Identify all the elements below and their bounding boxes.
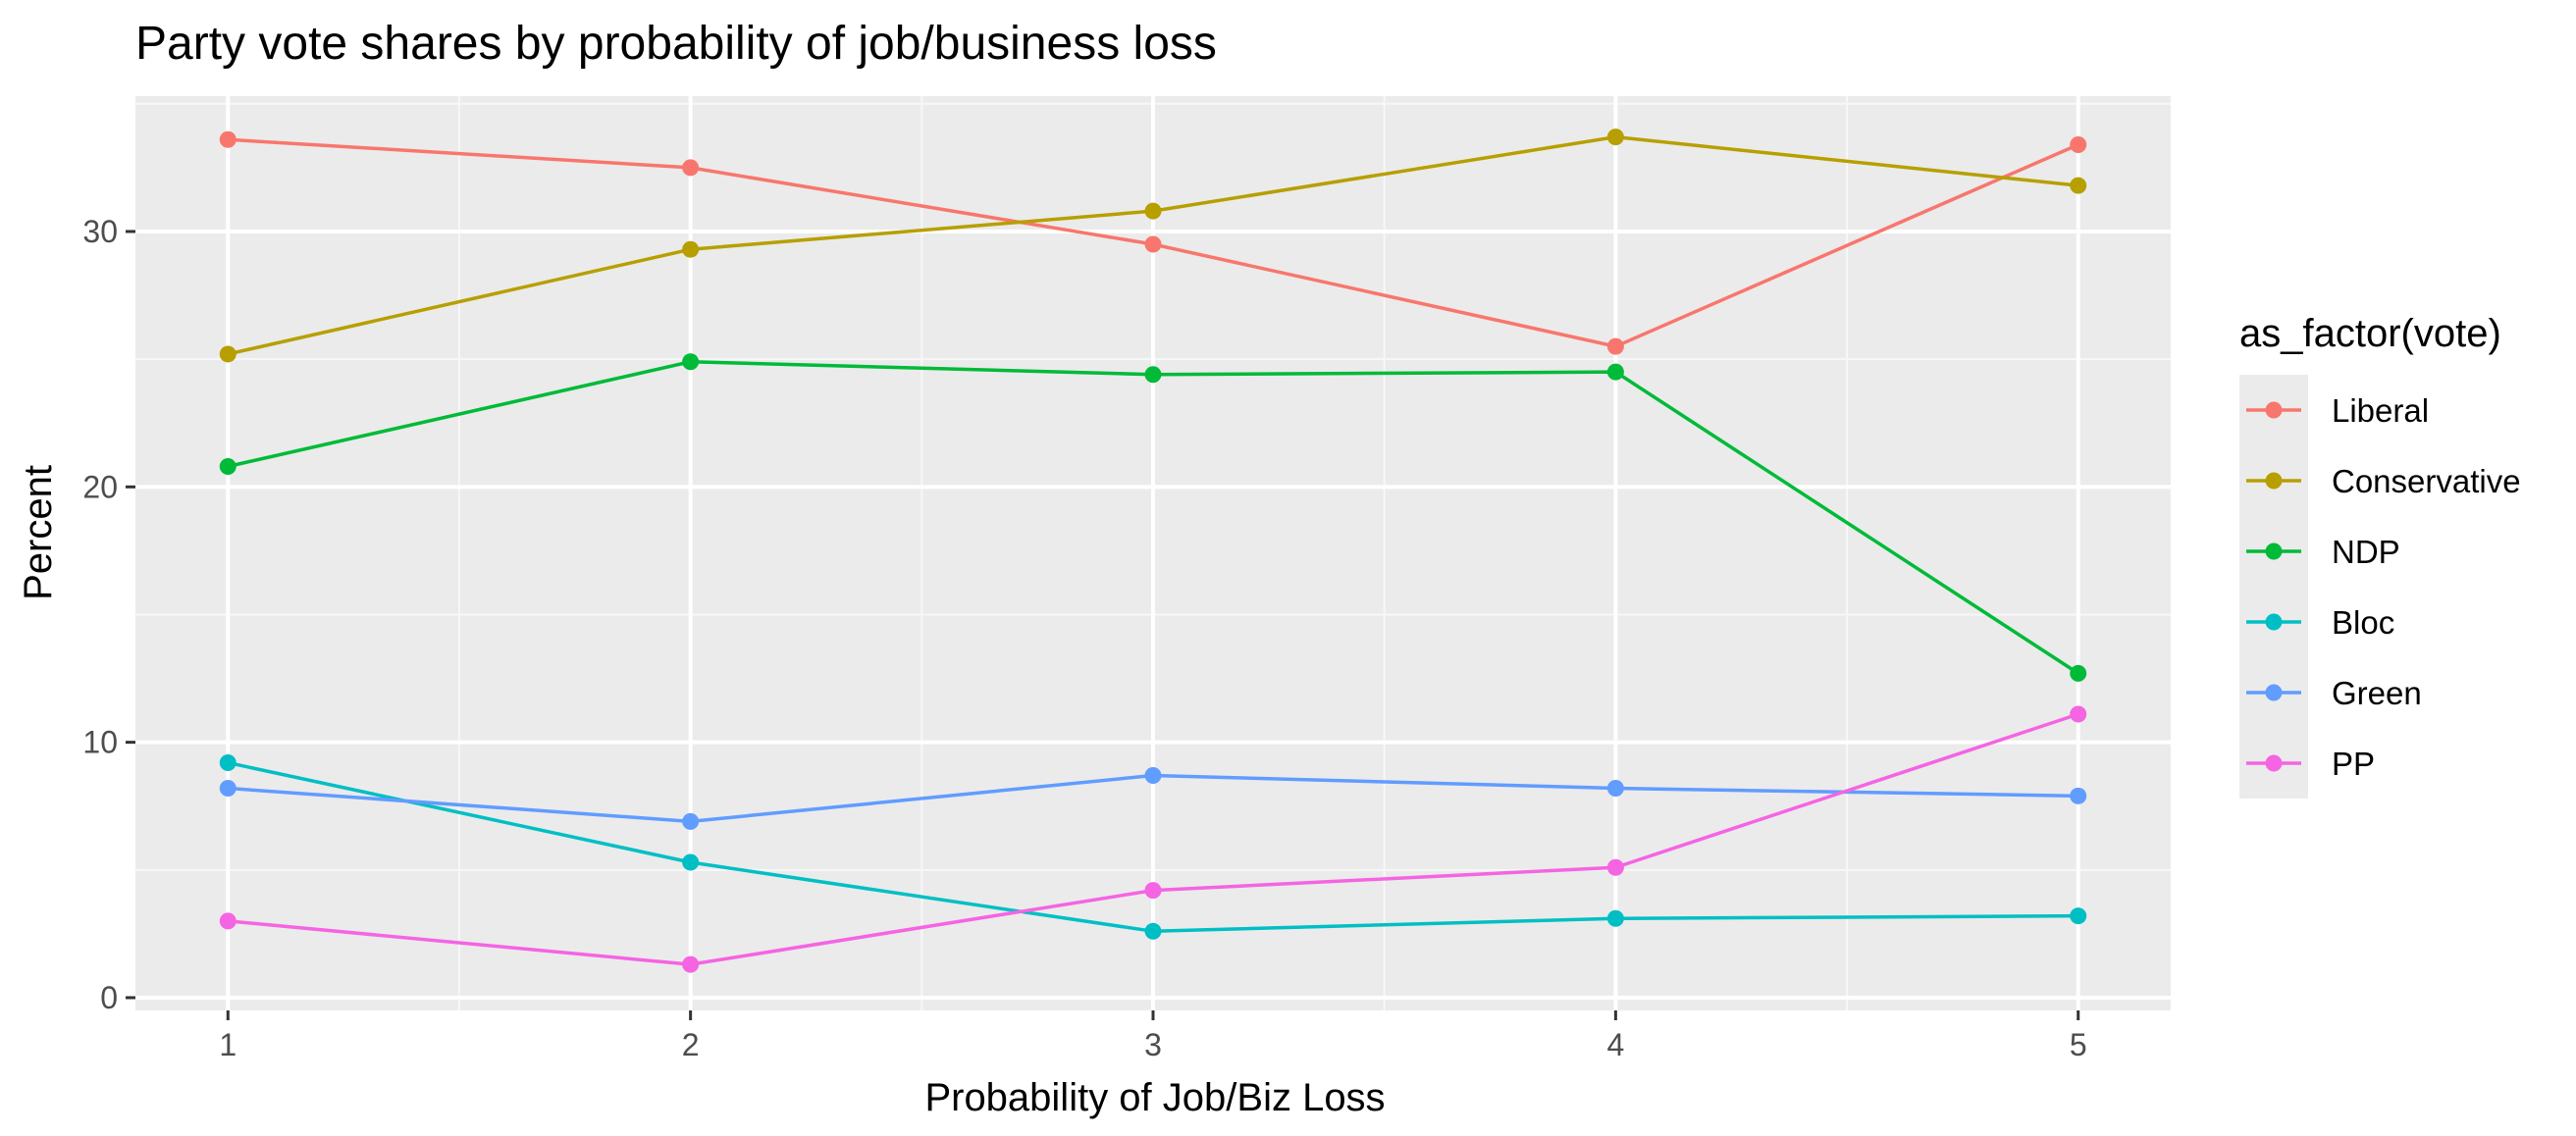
legend-label-liberal: Liberal	[2332, 392, 2429, 429]
data-point-bloc	[219, 753, 237, 771]
data-point-bloc	[1144, 922, 1162, 940]
data-point-ndp	[1606, 363, 1624, 381]
data-point-conservative	[219, 345, 237, 363]
series-group	[219, 129, 2087, 973]
data-point-pp	[2070, 705, 2087, 723]
data-point-green	[2070, 787, 2087, 804]
legend-label-bloc: Bloc	[2332, 604, 2394, 641]
x-tick-label: 3	[1144, 1027, 1162, 1062]
legend-key-point	[2265, 684, 2283, 701]
legend-key-point	[2265, 754, 2283, 772]
legend-item-ndp: NDP	[2239, 516, 2400, 587]
x-tick-label: 5	[2070, 1027, 2087, 1062]
data-point-ndp	[219, 457, 237, 475]
x-tick-label: 2	[682, 1027, 700, 1062]
y-tick-label: 30	[82, 214, 118, 249]
x-tick-label: 1	[219, 1027, 237, 1062]
legend-item-liberal: Liberal	[2239, 375, 2429, 445]
legend-label-conservative: Conservative	[2332, 463, 2521, 499]
data-point-bloc	[682, 853, 700, 871]
data-point-conservative	[1144, 202, 1162, 220]
legend: as_factor(vote) Liberal Conservative NDP Bl…	[2239, 312, 2521, 799]
y-tick-label: 0	[100, 980, 118, 1015]
legend-label-pp: PP	[2332, 746, 2375, 782]
series-green	[219, 766, 2087, 830]
series-ndp	[219, 353, 2087, 682]
data-point-bloc	[2070, 907, 2087, 925]
legend-key-point	[2265, 472, 2283, 490]
data-point-green	[219, 780, 237, 798]
legend-label-green: Green	[2332, 675, 2422, 711]
data-point-liberal	[1144, 235, 1162, 253]
series-liberal	[219, 130, 2087, 355]
legend-item-pp: PP	[2239, 728, 2375, 799]
series-conservative	[219, 129, 2087, 363]
series-pp	[219, 705, 2087, 973]
data-point-green	[1144, 766, 1162, 784]
legend-title: as_factor(vote)	[2239, 312, 2501, 355]
data-point-green	[1606, 780, 1624, 798]
series-bloc	[219, 753, 2087, 940]
y-tick-label: 20	[82, 469, 118, 504]
y-tick-label: 10	[82, 725, 118, 760]
chart-title: Party vote shares by probability of job/…	[135, 18, 1217, 70]
x-tick-label: 4	[1606, 1027, 1624, 1062]
data-point-ndp	[2070, 664, 2087, 682]
data-point-pp	[1144, 882, 1162, 900]
x-axis-title: Probability of Job/Biz Loss	[924, 1076, 1385, 1119]
axes: 1 2 3 4 5 0 10 20 30	[82, 214, 2086, 1062]
data-point-liberal	[682, 159, 700, 177]
data-point-green	[682, 812, 700, 830]
legend-key-point	[2265, 613, 2283, 631]
legend-item-conservative: Conservative	[2239, 445, 2521, 516]
legend-item-bloc: Bloc	[2239, 587, 2394, 657]
data-point-pp	[1606, 858, 1624, 876]
grid	[135, 96, 2171, 1010]
legend-item-green: Green	[2239, 657, 2422, 728]
data-point-pp	[682, 955, 700, 973]
y-axis-title: Percent	[17, 465, 60, 600]
data-point-conservative	[2070, 177, 2087, 194]
legend-key-point	[2265, 401, 2283, 419]
legend-key-point	[2265, 542, 2283, 560]
data-point-bloc	[1606, 909, 1624, 927]
data-point-liberal	[2070, 135, 2087, 153]
data-point-liberal	[219, 130, 237, 148]
data-point-conservative	[682, 240, 700, 258]
data-point-liberal	[1606, 337, 1624, 355]
data-point-ndp	[1144, 366, 1162, 384]
data-point-ndp	[682, 353, 700, 371]
data-point-pp	[219, 912, 237, 930]
data-point-conservative	[1606, 129, 1624, 146]
legend-label-ndp: NDP	[2332, 534, 2400, 570]
